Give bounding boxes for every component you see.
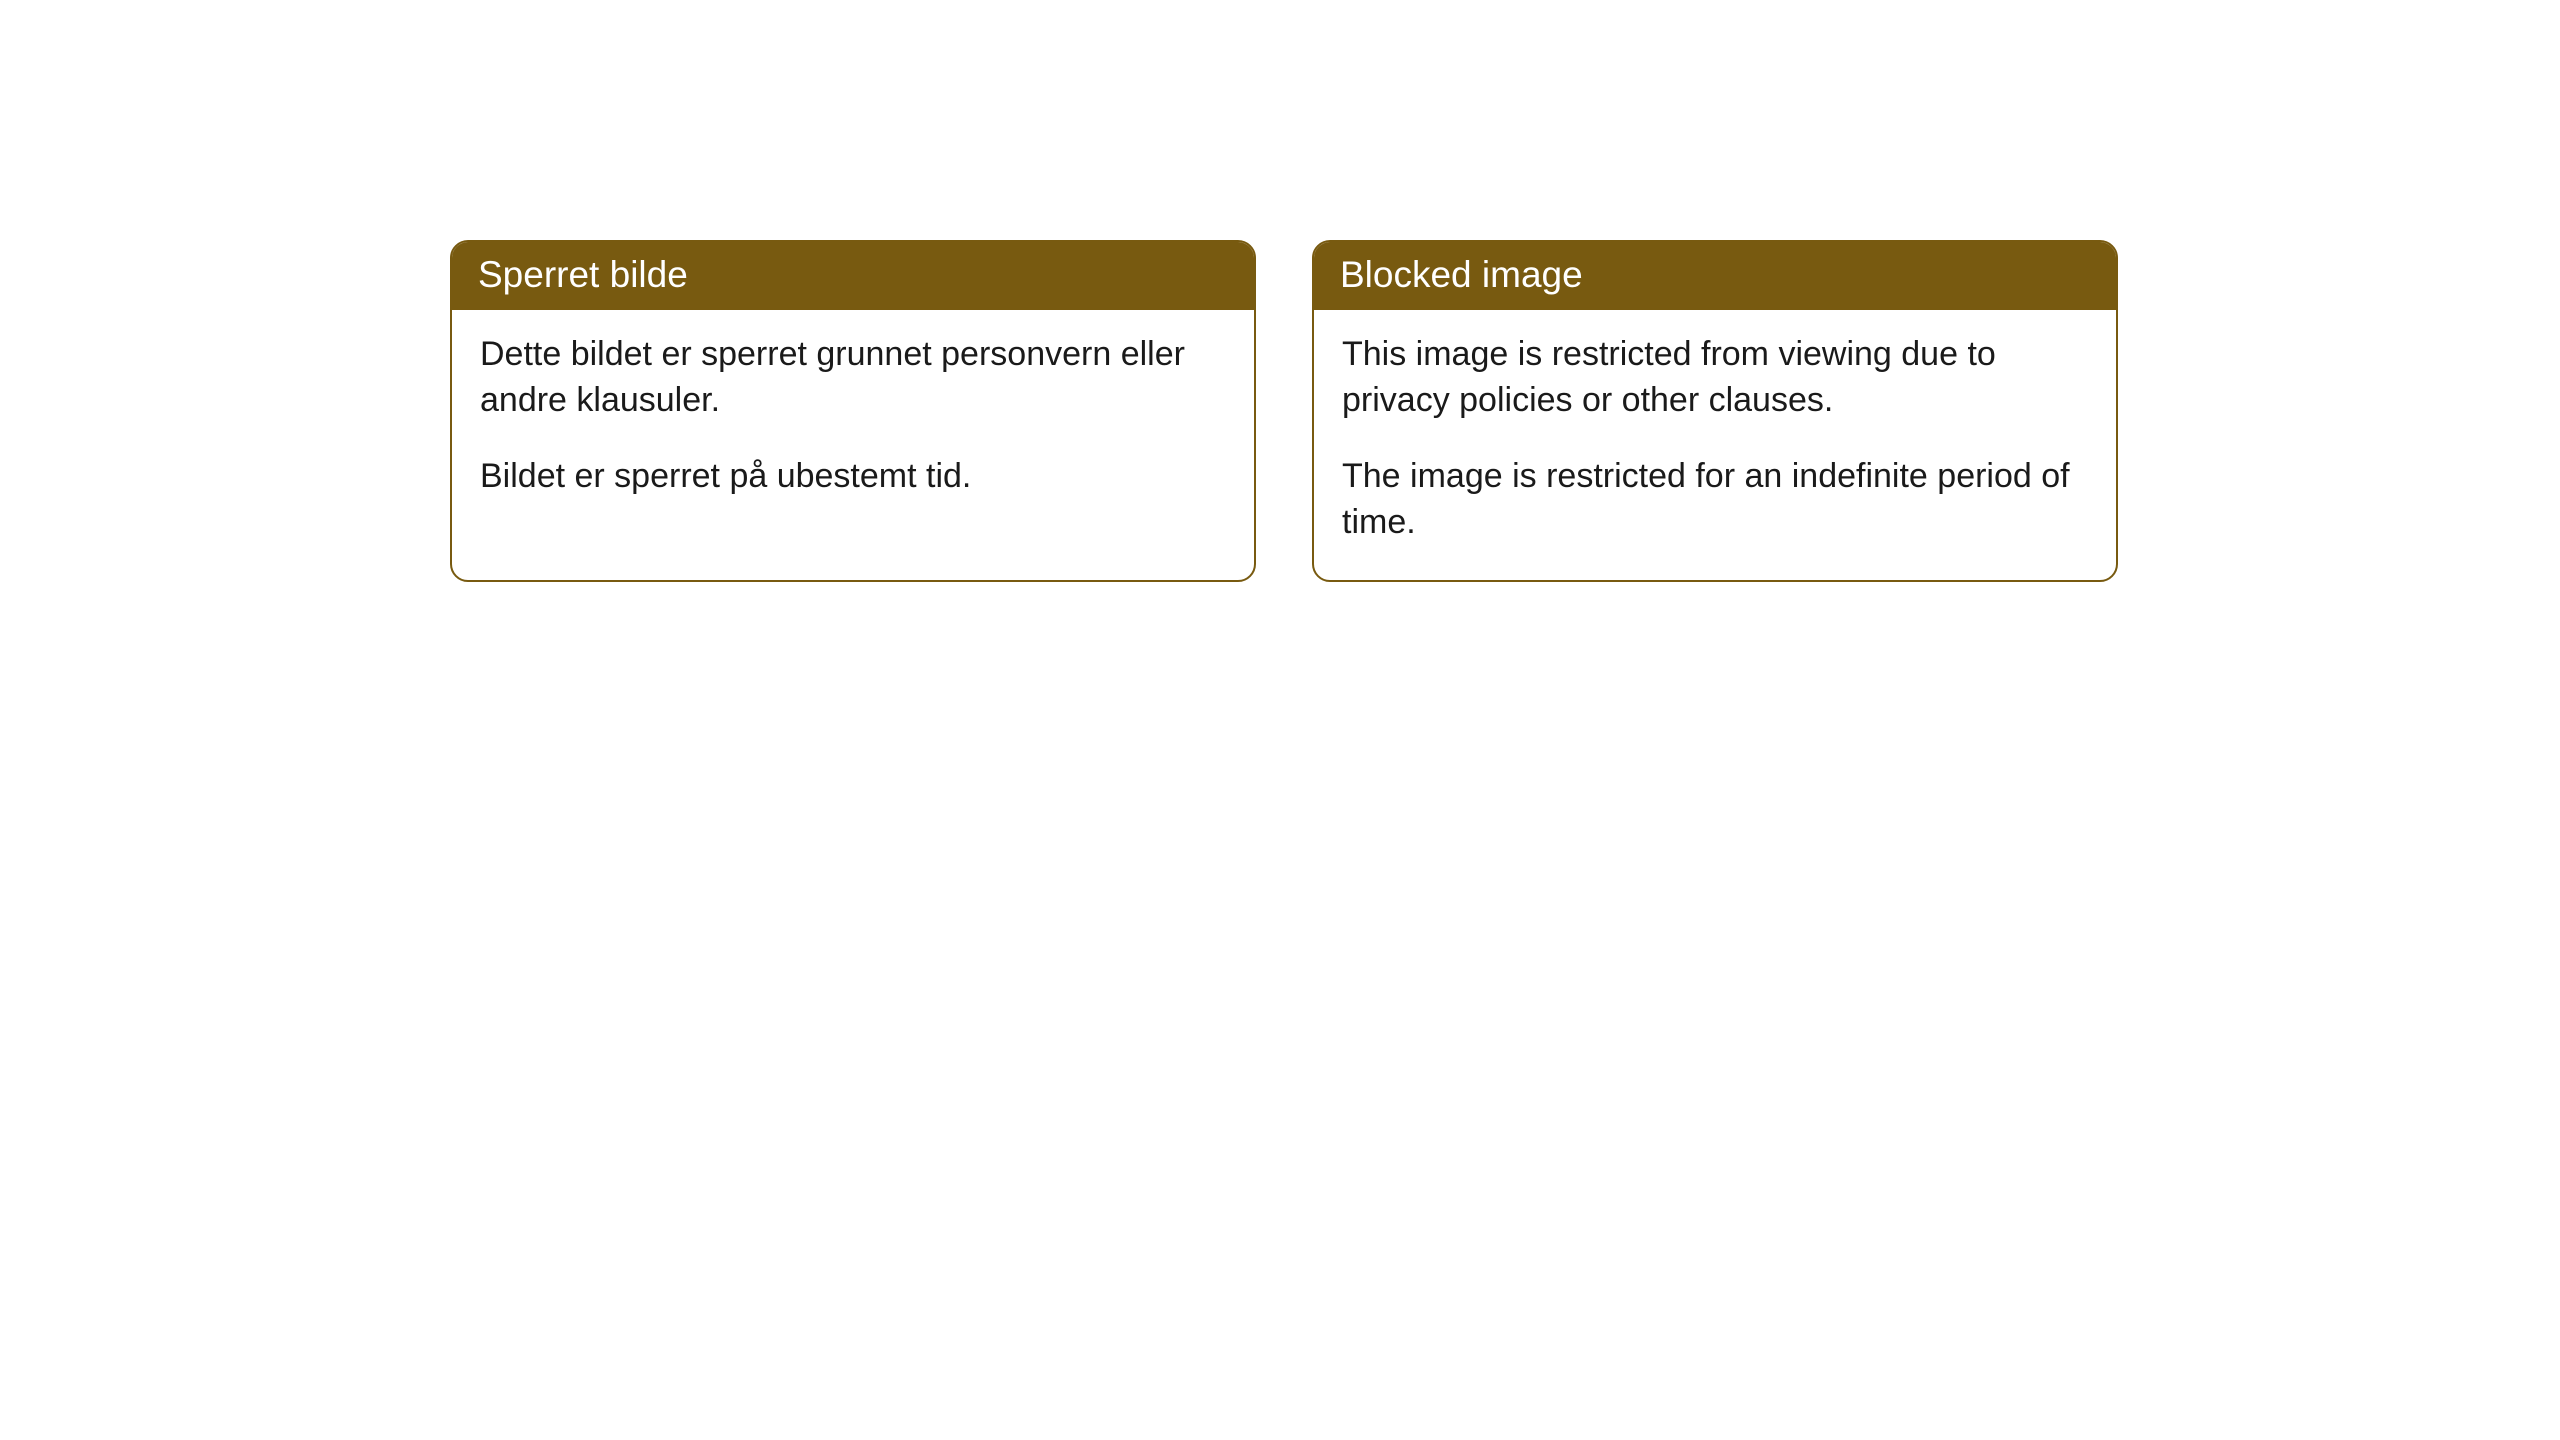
card-body-english: This image is restricted from viewing du… (1314, 310, 2116, 580)
paragraph-text: This image is restricted from viewing du… (1342, 332, 2088, 424)
card-body-norwegian: Dette bildet er sperret grunnet personve… (452, 310, 1254, 534)
paragraph-text: Dette bildet er sperret grunnet personve… (480, 332, 1226, 424)
blocked-image-card-norwegian: Sperret bilde Dette bildet er sperret gr… (450, 240, 1256, 582)
card-header-english: Blocked image (1314, 242, 2116, 310)
paragraph-text: The image is restricted for an indefinit… (1342, 454, 2088, 546)
notice-container: Sperret bilde Dette bildet er sperret gr… (450, 240, 2560, 582)
paragraph-text: Bildet er sperret på ubestemt tid. (480, 454, 1226, 500)
card-header-norwegian: Sperret bilde (452, 242, 1254, 310)
blocked-image-card-english: Blocked image This image is restricted f… (1312, 240, 2118, 582)
